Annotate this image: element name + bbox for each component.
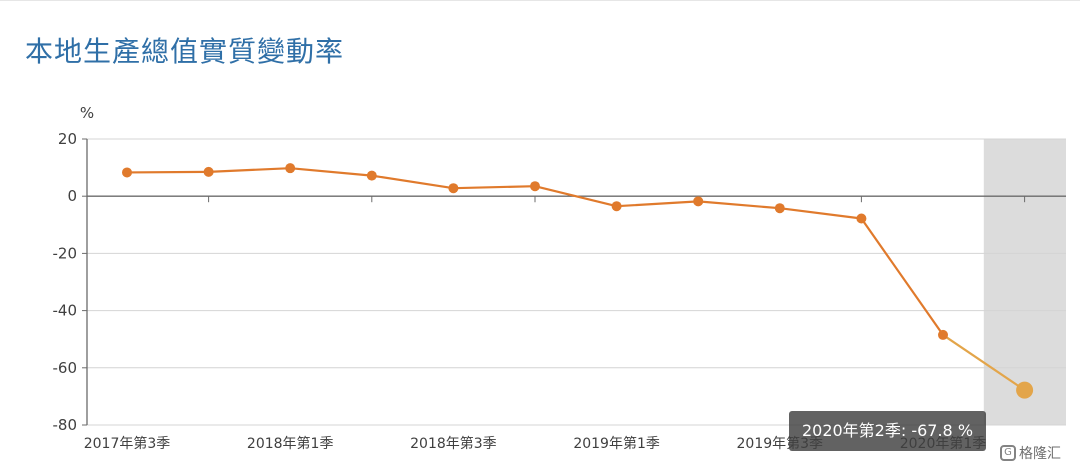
watermark-text: 格隆汇 — [1019, 446, 1061, 462]
series-line-segment — [207, 167, 292, 173]
highlighted-data-point — [1016, 381, 1034, 399]
x-tick-label: 2019年第1季 — [573, 435, 660, 452]
series-line-segment — [533, 185, 618, 208]
series-line-segment — [370, 174, 455, 190]
series-line-segment — [778, 207, 863, 220]
x-tick-label: 2018年第3季 — [410, 435, 497, 452]
data-point — [611, 201, 622, 212]
data-point — [366, 170, 377, 181]
data-point — [203, 166, 214, 177]
series-line-segment — [941, 333, 1026, 392]
y-tick-label: -60 — [53, 359, 78, 377]
series-line-segment — [615, 200, 700, 208]
y-tick-label: -20 — [53, 244, 78, 262]
y-axis-label: % — [80, 104, 94, 122]
data-point — [856, 213, 867, 224]
data-point — [693, 196, 704, 207]
chart-title: 本地生產總值實質變動率 — [25, 35, 345, 68]
watermark: G 格隆汇 — [1000, 441, 1078, 465]
y-tick-label: -40 — [53, 302, 78, 320]
y-tick-label: -80 — [53, 416, 78, 434]
series-line-segment — [697, 200, 781, 210]
data-point — [122, 167, 132, 178]
series-line-segment — [125, 170, 210, 174]
data-point — [448, 183, 459, 194]
data-point — [938, 329, 948, 340]
data-point — [530, 181, 540, 192]
data-tooltip: 2020年第2季: -67.8 % — [789, 411, 986, 451]
watermark-logo-icon: G — [1000, 445, 1016, 461]
highlight-band — [983, 139, 1066, 425]
x-tick-label: 2018年第1季 — [247, 435, 334, 452]
series-line-segment — [289, 167, 373, 177]
x-tick-label: 2017年第3季 — [84, 435, 171, 452]
top-divider — [0, 0, 1080, 1]
data-point — [774, 203, 785, 214]
series-line-segment — [452, 185, 537, 190]
y-tick-label: 0 — [67, 187, 77, 205]
y-tick-label: 20 — [58, 130, 77, 148]
data-point — [285, 163, 296, 174]
series-line-segment — [860, 217, 945, 337]
